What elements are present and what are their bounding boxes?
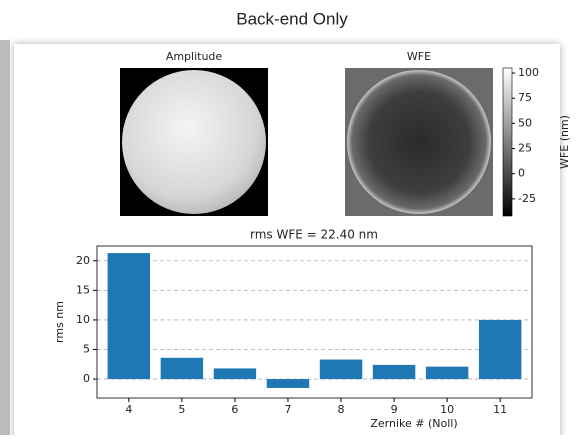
x-tick-label: 4 [125, 403, 132, 416]
colorbar-tick-label: 0 [518, 167, 525, 180]
x-tick-label: 7 [284, 403, 291, 416]
chart-title: rms WFE = 22.40 nm [250, 228, 378, 242]
x-tick-label: 6 [231, 403, 238, 416]
y-axis-label: rms nm [53, 301, 66, 343]
slide: Back-end Only Amplitude WFE WFE (nm) rms… [0, 0, 584, 435]
colorbar-tick-label: 100 [518, 66, 539, 79]
bar [267, 379, 309, 388]
x-tick-label: 5 [178, 403, 185, 416]
amplitude-disk [122, 70, 266, 214]
bar [426, 367, 468, 379]
bar [479, 320, 521, 379]
wfe-disk [347, 70, 491, 214]
bar [373, 365, 415, 379]
colorbar-tick-label: 25 [518, 142, 532, 155]
image-title: Amplitude [166, 50, 223, 63]
x-tick-label: 8 [338, 403, 345, 416]
y-tick-label: 15 [76, 283, 90, 296]
colorbar-tick-label: -25 [518, 192, 536, 205]
y-tick-label: 0 [83, 372, 90, 385]
x-tick-label: 9 [391, 403, 398, 416]
y-tick-label: 10 [76, 313, 90, 326]
colorbar [503, 68, 512, 216]
colorbar-label: WFE (nm) [558, 115, 571, 169]
colorbar-tick-label: 75 [518, 91, 532, 104]
side-bar [0, 40, 10, 435]
x-tick-label: 10 [440, 403, 454, 416]
colorbar-tick-label: 50 [518, 116, 532, 129]
y-tick-label: 5 [83, 343, 90, 356]
bar [108, 253, 150, 379]
bar [161, 358, 203, 379]
bar [320, 360, 362, 380]
y-tick-label: 20 [76, 254, 90, 267]
slide-title: Back-end Only [236, 9, 348, 28]
x-axis-label: Zernike # (Noll) [370, 417, 457, 430]
image-title: WFE [407, 50, 431, 63]
bar [214, 368, 256, 379]
x-tick-label: 11 [493, 403, 507, 416]
